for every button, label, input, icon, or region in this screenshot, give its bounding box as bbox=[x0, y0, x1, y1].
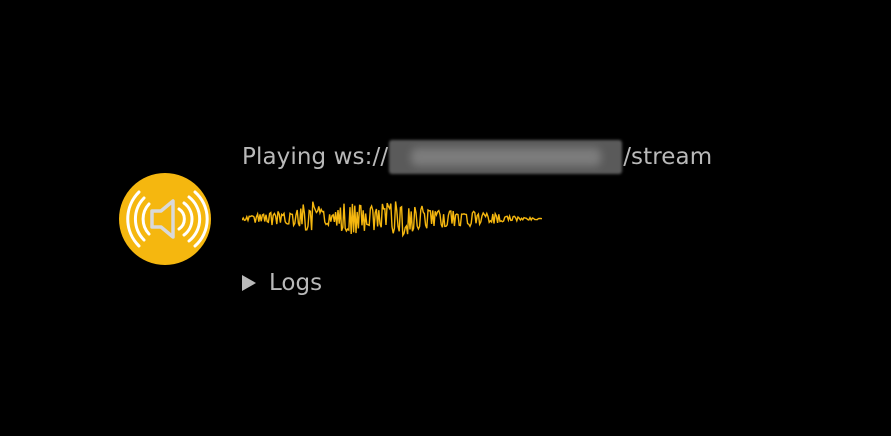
status-suffix: /stream bbox=[623, 144, 713, 170]
triangle-right-icon bbox=[242, 275, 256, 291]
logs-label: Logs bbox=[269, 270, 323, 296]
logs-toggle[interactable]: Logs bbox=[242, 268, 322, 298]
audio-waveform bbox=[242, 201, 542, 238]
redacted-hostname bbox=[389, 140, 623, 174]
waveform-trace bbox=[242, 201, 542, 238]
playback-status: Playing ws:// /stream bbox=[242, 140, 712, 174]
speaker-icon[interactable] bbox=[119, 173, 211, 265]
status-prefix: Playing ws:// bbox=[242, 144, 389, 170]
